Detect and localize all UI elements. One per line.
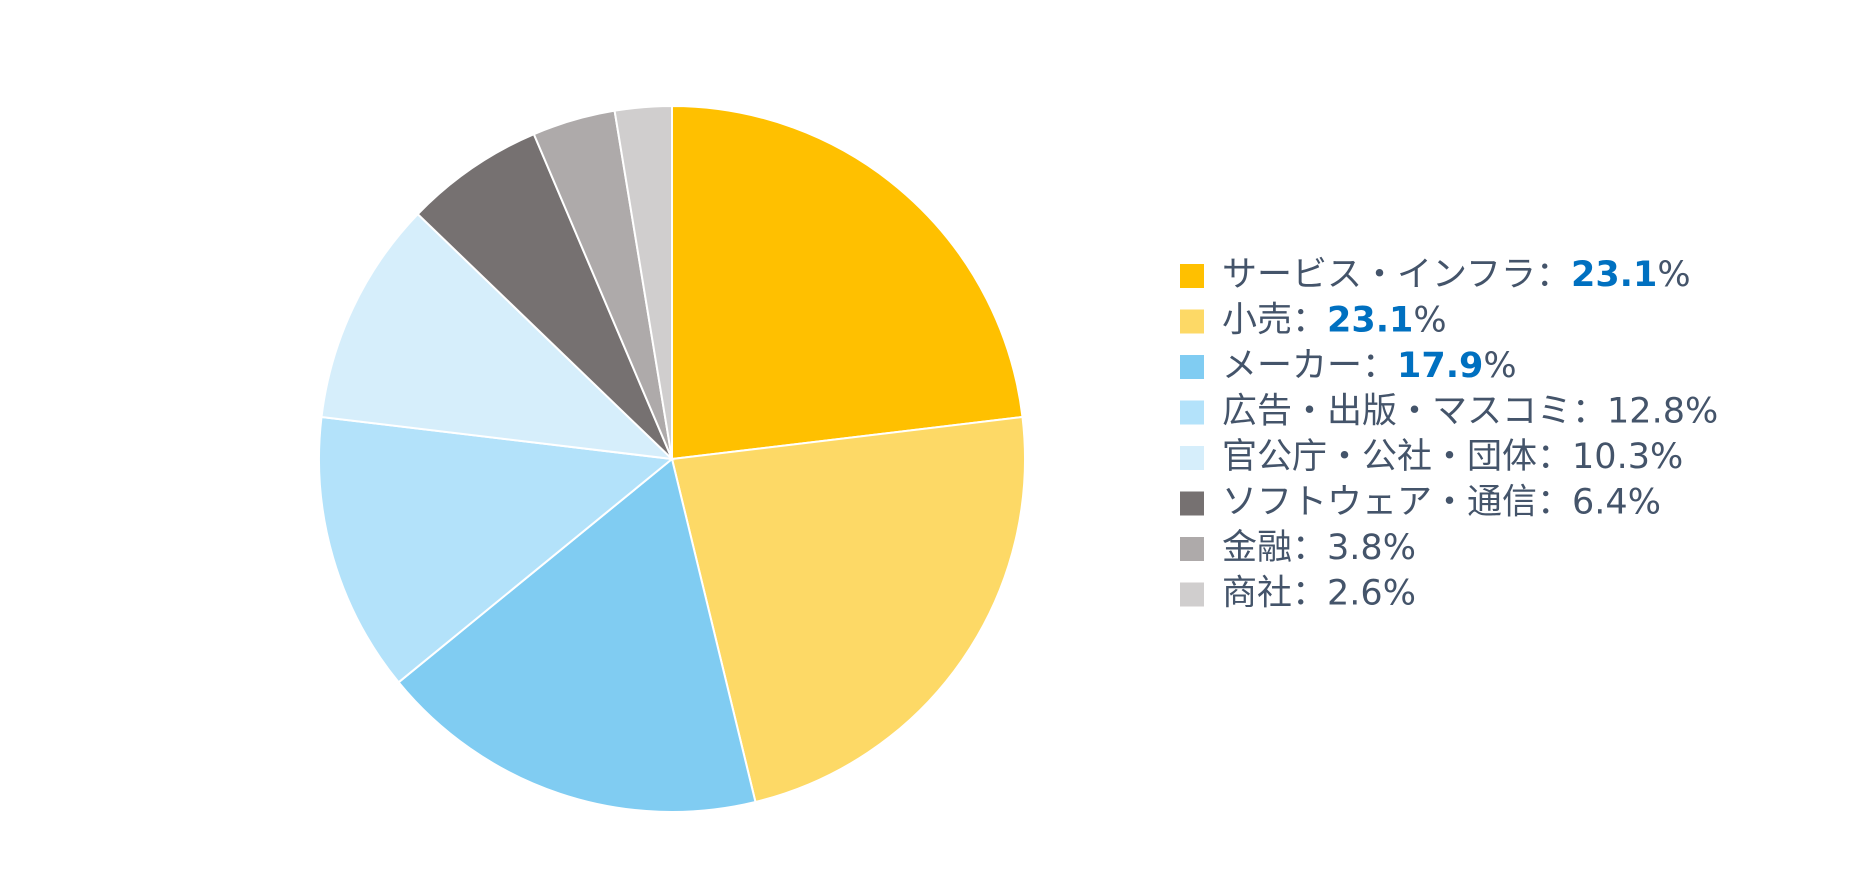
pie-slice bbox=[670, 415, 1026, 804]
legend-value: 10.3 bbox=[1572, 437, 1650, 477]
legend-separator: ： bbox=[1362, 346, 1397, 386]
legend-name: 広告・出版・マスコミ bbox=[1222, 392, 1572, 432]
legend-separator: ： bbox=[1292, 528, 1327, 568]
pie-slice bbox=[320, 212, 675, 461]
legend-swatch bbox=[1180, 264, 1204, 288]
legend-swatch bbox=[1180, 355, 1204, 379]
legend-separator: ： bbox=[1292, 301, 1327, 341]
legend-value: 17.9 bbox=[1397, 346, 1483, 386]
legend-label: メーカー：17.9% bbox=[1222, 346, 1517, 386]
legend-name: サービス・インフラ bbox=[1222, 255, 1536, 295]
legend-separator: ： bbox=[1537, 437, 1572, 477]
legend-value: 3.8 bbox=[1327, 528, 1383, 568]
legend-unit: % bbox=[1483, 346, 1516, 386]
legend-name: ソフトウェア・通信 bbox=[1222, 483, 1537, 523]
legend-label: 商社：2.6% bbox=[1222, 574, 1416, 614]
legend-label: 金融：3.8% bbox=[1222, 528, 1416, 568]
legend-swatch bbox=[1180, 309, 1204, 334]
legend-swatch bbox=[1180, 491, 1204, 516]
legend-name: メーカー bbox=[1222, 346, 1362, 386]
legend-value: 12.8 bbox=[1607, 392, 1685, 432]
legend-separator: ： bbox=[1536, 255, 1571, 295]
legend-name: 官公庁・公社・団体 bbox=[1222, 437, 1537, 477]
legend-value: 6.4 bbox=[1572, 483, 1628, 523]
pie-slice bbox=[318, 415, 675, 684]
legend-name: 商社 bbox=[1222, 574, 1292, 614]
legend-unit: % bbox=[1383, 528, 1416, 568]
pie-slice bbox=[671, 104, 1024, 461]
pie-slice bbox=[613, 104, 673, 460]
pie-slice bbox=[397, 457, 757, 813]
legend-swatch bbox=[1180, 446, 1204, 470]
legend-label: サービス・インフラ：23.1% bbox=[1222, 255, 1691, 295]
legend-label: 広告・出版・マスコミ：12.8% bbox=[1222, 392, 1718, 432]
legend-swatch bbox=[1180, 537, 1204, 561]
legend-unit: % bbox=[1657, 255, 1690, 295]
legend-unit: % bbox=[1383, 574, 1416, 614]
legend-unit: % bbox=[1650, 437, 1683, 477]
legend-name: 小売 bbox=[1222, 301, 1292, 341]
legend-label: 官公庁・公社・団体：10.3% bbox=[1222, 437, 1683, 477]
legend-value: 2.6 bbox=[1327, 574, 1383, 614]
pie-slice bbox=[416, 132, 673, 460]
legend-separator: ： bbox=[1537, 483, 1572, 523]
legend-unit: % bbox=[1628, 483, 1661, 523]
legend-value: 23.1 bbox=[1571, 255, 1657, 295]
legend-unit: % bbox=[1413, 301, 1446, 341]
legend-separator: ： bbox=[1292, 574, 1327, 614]
legend-swatch bbox=[1180, 582, 1204, 607]
legend-label: ソフトウェア・通信：6.4% bbox=[1222, 483, 1661, 523]
legend-name: 金融 bbox=[1222, 528, 1292, 568]
legend-label: 小売：23.1% bbox=[1222, 301, 1447, 341]
legend-swatch bbox=[1180, 400, 1204, 425]
legend-value: 23.1 bbox=[1327, 301, 1413, 341]
legend-separator: ： bbox=[1572, 392, 1607, 432]
legend-unit: % bbox=[1685, 392, 1718, 432]
